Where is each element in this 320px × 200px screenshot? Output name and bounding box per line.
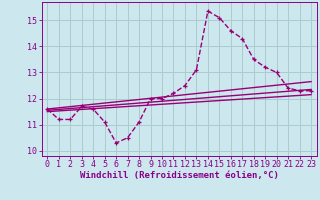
X-axis label: Windchill (Refroidissement éolien,°C): Windchill (Refroidissement éolien,°C) xyxy=(80,171,279,180)
